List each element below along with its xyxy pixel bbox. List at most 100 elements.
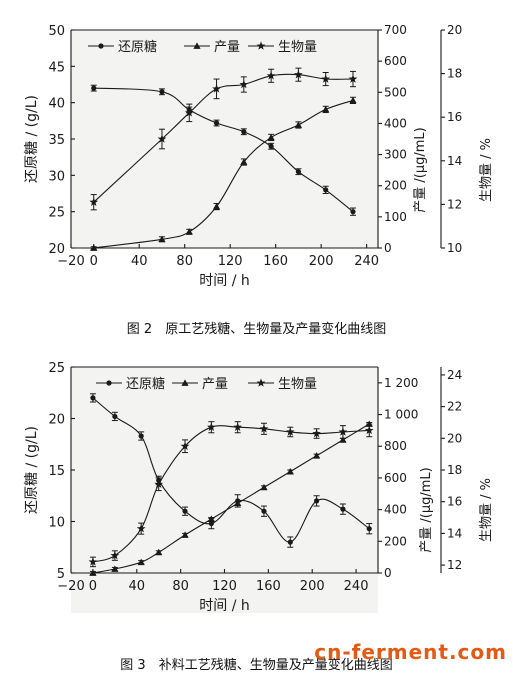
left-y-tick-label: 15 [48,464,65,479]
legend-marker [106,380,112,386]
data-point [206,422,216,431]
data-point [350,209,356,215]
x-tick-label: 200 [309,254,334,269]
x-tick-label: 80 [172,579,189,594]
data-point [266,71,276,80]
data-point [233,422,243,431]
data-point [348,74,358,83]
figure-3-caption: 图 3 补料工艺残糖、生物量及产量变化曲线图 [120,658,393,673]
data-point [137,558,145,566]
data-point [90,395,96,401]
data-point [294,121,303,128]
right2-y-tick-label: 14 [447,526,462,540]
right2-y-tick-label: 18 [447,67,462,81]
data-point [138,433,144,439]
right2-y-tick-label: 10 [447,241,462,255]
data-point [90,244,98,251]
left-y-tick-label: 30 [48,169,65,184]
data-point [312,428,321,438]
legend-marker [256,378,266,387]
data-point [260,483,268,491]
x-tick-label: 240 [344,579,369,594]
figure-3-panel: −20 0 40 80 120 160 200 240 5 10 15 20 25 0 200 400 600 8… [0,340,513,679]
data-point [184,108,194,117]
left-y-tick-label: 40 [48,97,65,112]
data-point [213,120,220,126]
left-y-tick-label: 25 [48,361,65,376]
series-line [93,99,354,249]
left-y-tick-label: 20 [48,242,65,257]
right1-y-tick-label: 200 [384,534,407,548]
left-axis-title: 还原糖 / (g/L) [24,95,40,183]
legend-marker [181,379,189,386]
x-tick-label: 200 [300,579,325,594]
left-y-tick-label: 25 [48,206,65,221]
left-y-tick-label: 10 [48,516,65,531]
data-point [267,133,275,141]
data-point [322,105,330,113]
x-tick-label: −20 [57,579,84,594]
x-tick-label: 240 [354,254,379,269]
right2-y-tick-label: 20 [447,431,462,445]
left-y-tick-label: 5 [57,567,65,582]
data-point [234,499,242,507]
legend-label: 还原糖 [126,376,165,392]
data-point [159,89,165,95]
figure-2-chart: −20 0 40 80 120 160 200 24020253035404550010020… [24,23,494,289]
x-tick-label: 160 [263,254,288,269]
x-axis-title: 时间 / h [199,598,250,614]
right1-axis-title: 产量 /(μg/mL) [419,467,434,552]
legend-label: 产量 [214,40,240,55]
right1-y-tick-label: 400 [384,116,407,130]
x-axis-title: 时间 / h [199,273,250,289]
x-tick-label: 0 [89,579,97,594]
data-point [323,187,329,193]
x-tick-label: −20 [57,254,84,269]
data-point [212,84,221,93]
data-point [314,498,320,504]
left-y-tick-label: 45 [48,60,65,75]
x-tick-label: 80 [176,254,193,269]
data-point [321,74,331,83]
right2-y-tick-label: 18 [447,463,462,477]
data-point [157,134,167,143]
data-point [182,508,188,514]
figure-3-chart: −20 0 40 80 120 160 200 240 5 10 15 20 25 0 200 400 600 8… [24,361,494,614]
legend-marker [193,42,201,49]
series-line [93,87,354,213]
data-point [268,143,274,149]
right2-y-tick-label: 24 [447,368,462,382]
legend-label: 生物量 [278,377,317,392]
right1-axis-title: 产量 /(μg/mL) [413,127,428,212]
data-point [294,70,303,79]
data-point [89,569,97,576]
figure-2-panel: −20 0 40 80 120 160 200 240 20 25 30 35 40 45 50 0 100 20… [24,23,494,337]
right2-axis-title: 生物量 / % [479,478,494,542]
data-point [185,228,193,235]
data-point [88,557,98,566]
right2-axis-title: 生物量 / % [479,138,494,202]
site-watermark: cn-ferment.com [314,640,507,664]
legend-label: 产量 [202,377,228,392]
left-axis-title: 还原糖 / (g/L) [24,426,40,514]
x-tick-label: 120 [212,579,237,594]
x-tick-label: 0 [90,254,98,269]
left-y-tick-label: 20 [48,413,65,428]
right1-y-tick-label: 100 [384,210,407,224]
right1-y-tick-label: 500 [384,85,407,99]
data-point [287,539,293,545]
x-tick-label: 160 [256,579,281,594]
data-point [240,158,248,165]
data-point [111,565,119,572]
data-point [313,452,321,459]
left-y-tick-label: 35 [48,133,65,148]
series-line [92,397,370,543]
right1-y-tick-label: 800 [384,439,407,453]
data-point [208,520,214,527]
data-point [155,548,163,556]
data-point [261,508,267,514]
series-line [92,423,370,574]
legend-label: 还原糖 [118,39,157,55]
data-point [180,441,190,450]
right2-y-tick-label: 20 [447,23,462,37]
